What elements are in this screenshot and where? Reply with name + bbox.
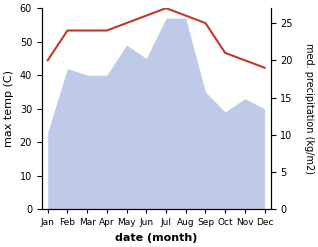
X-axis label: date (month): date (month) xyxy=(115,233,197,243)
Y-axis label: max temp (C): max temp (C) xyxy=(4,70,14,147)
Y-axis label: med. precipitation (kg/m2): med. precipitation (kg/m2) xyxy=(304,43,314,174)
